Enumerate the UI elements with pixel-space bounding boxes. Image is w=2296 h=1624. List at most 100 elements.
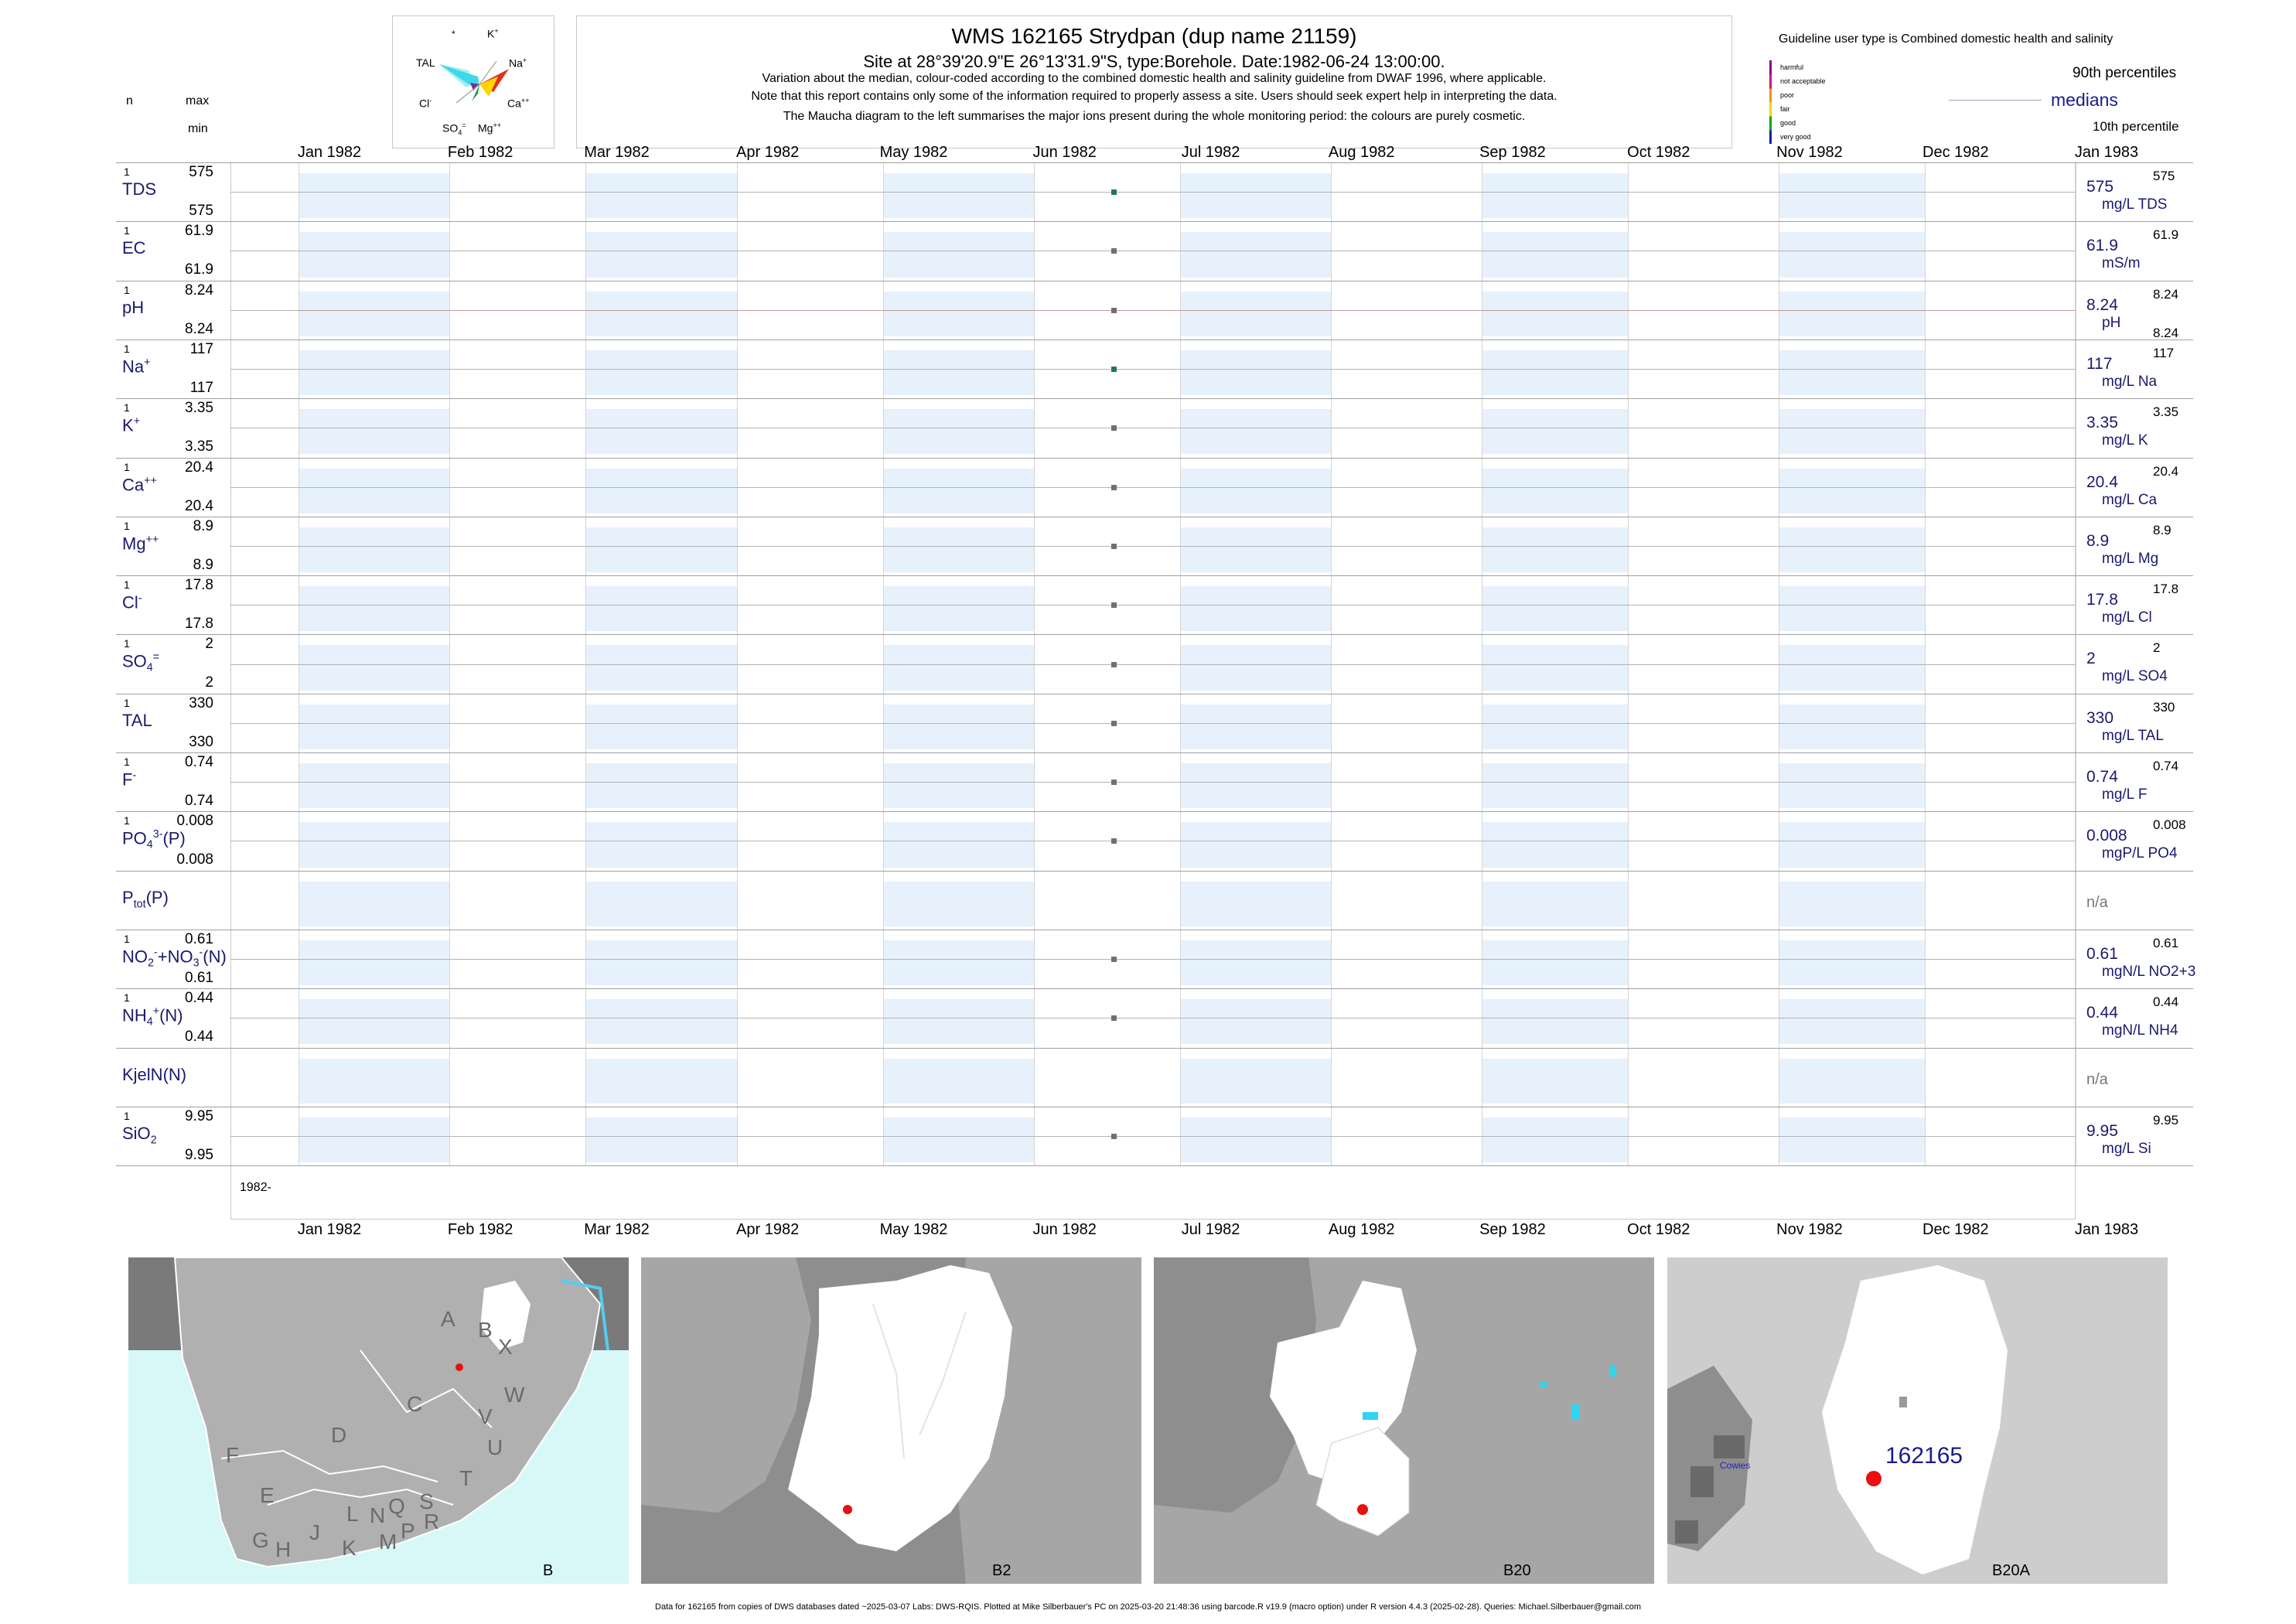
legend-not-acceptable: not acceptable <box>1780 77 1826 85</box>
month-band <box>585 468 737 513</box>
row-unit: mg/L TDS <box>2102 196 2168 213</box>
site-label: 162165 <box>1885 1443 1963 1469</box>
region-g: G <box>252 1528 269 1552</box>
region-w: W <box>504 1383 525 1407</box>
region-x: X <box>498 1335 513 1359</box>
note-line-3: The Maucha diagram to the left summarise… <box>783 110 1526 123</box>
row-separator <box>116 457 2193 459</box>
row-min: 8.9 <box>193 556 213 573</box>
month-band <box>882 409 1034 455</box>
month-band <box>299 704 450 749</box>
month-band <box>1481 822 1628 868</box>
param-label-ec: EC <box>122 238 146 258</box>
month-band <box>585 527 737 573</box>
row-p90: 9.95 <box>2153 1112 2179 1128</box>
month-label-bottom: Nov 1982 <box>1776 1221 1843 1239</box>
month-band <box>1179 763 1331 809</box>
row-n: 1 <box>124 814 130 827</box>
month-band <box>1481 1117 1628 1163</box>
month-band <box>1179 586 1331 632</box>
row-max: 575 <box>189 164 213 180</box>
month-band <box>882 291 1034 336</box>
data-point <box>1111 602 1117 609</box>
month-band <box>1778 645 1925 691</box>
row-n: 1 <box>124 578 130 592</box>
median-line <box>230 664 2076 665</box>
month-band <box>1778 1117 1925 1163</box>
month-band <box>585 763 737 809</box>
month-band <box>882 350 1034 396</box>
median-line <box>230 722 2076 724</box>
month-band <box>1179 232 1331 278</box>
month-band <box>1481 173 1628 219</box>
min-header: min <box>188 122 208 135</box>
region-v: V <box>478 1404 493 1428</box>
month-label-bottom: Mar 1982 <box>584 1221 650 1239</box>
row-unit: mg/L Cl <box>2102 609 2152 626</box>
row-median: 8.24 <box>2086 295 2118 314</box>
row-max: 61.9 <box>185 223 213 240</box>
month-band <box>299 940 450 986</box>
month-band <box>882 822 1034 868</box>
row-max: 17.8 <box>185 577 213 594</box>
row-max: 330 <box>189 694 213 711</box>
row-n: 1 <box>124 224 130 237</box>
param-label-mg: Mg++ <box>122 533 159 554</box>
row-max: 9.95 <box>185 1107 213 1124</box>
row-p90: 330 <box>2153 699 2175 715</box>
row-median: 17.8 <box>2086 591 2118 609</box>
row-separator <box>116 634 2193 636</box>
month-band <box>585 881 737 926</box>
row-min: 61.9 <box>185 261 213 278</box>
guideline-label: Guideline user type is Combined domestic… <box>1779 32 2113 46</box>
month-band <box>1481 527 1628 573</box>
data-point <box>1111 720 1117 726</box>
row-min: 0.008 <box>176 851 213 868</box>
data-point <box>1111 367 1117 373</box>
n-header: n <box>126 94 133 107</box>
region-p: P <box>401 1519 415 1543</box>
month-band <box>1179 291 1331 336</box>
param-label-po4-p-: PO43-(P) <box>122 828 186 852</box>
month-band <box>1179 1117 1331 1163</box>
row-separator <box>116 870 2193 872</box>
region-f: F <box>226 1443 240 1467</box>
region-h: H <box>275 1537 292 1561</box>
month-band <box>1179 704 1331 749</box>
median-line <box>230 959 2076 960</box>
row-n: 1 <box>124 519 130 532</box>
month-band <box>882 704 1034 749</box>
month-label-top: Feb 1982 <box>447 144 513 161</box>
row-n: 1 <box>124 991 130 1005</box>
row-median: 61.9 <box>2086 237 2118 255</box>
row-na: n/a <box>2086 893 2108 911</box>
median-line <box>230 192 2076 193</box>
row-max: 3.35 <box>185 400 213 417</box>
month-band <box>1778 232 1925 278</box>
month-label-top: Jul 1982 <box>1181 144 1240 161</box>
month-label-top: Apr 1982 <box>736 144 800 161</box>
map-b: A B X C W D V U F E T G H J K L N Q M P … <box>128 1257 629 1584</box>
site-subtitle: Site at 28°39'20.9"E 26°13'31.9"S, type:… <box>863 52 1445 71</box>
region-a: A <box>441 1307 455 1331</box>
param-label-tds: TDS <box>122 179 156 199</box>
row-p90: 0.008 <box>2153 817 2186 833</box>
month-band <box>1481 232 1628 278</box>
param-label-sio2: SiO2 <box>122 1123 157 1147</box>
row-p90: 8.24 <box>2153 286 2179 302</box>
month-band <box>1481 409 1628 455</box>
row-min: 20.4 <box>185 497 213 514</box>
month-band <box>585 822 737 868</box>
top-separator <box>116 162 2193 163</box>
row-p90: 575 <box>2153 169 2175 183</box>
month-label-bottom: Jul 1982 <box>1181 1221 1240 1239</box>
median-line <box>230 486 2076 488</box>
place-label: Cowies <box>1720 1460 1751 1471</box>
data-point <box>1111 780 1117 786</box>
month-label-bottom: May 1982 <box>879 1221 948 1239</box>
month-band <box>1778 999 1925 1045</box>
row-n: 1 <box>124 283 130 296</box>
month-band <box>1481 291 1628 336</box>
month-band <box>585 1058 737 1104</box>
row-min: 0.44 <box>185 1029 213 1046</box>
